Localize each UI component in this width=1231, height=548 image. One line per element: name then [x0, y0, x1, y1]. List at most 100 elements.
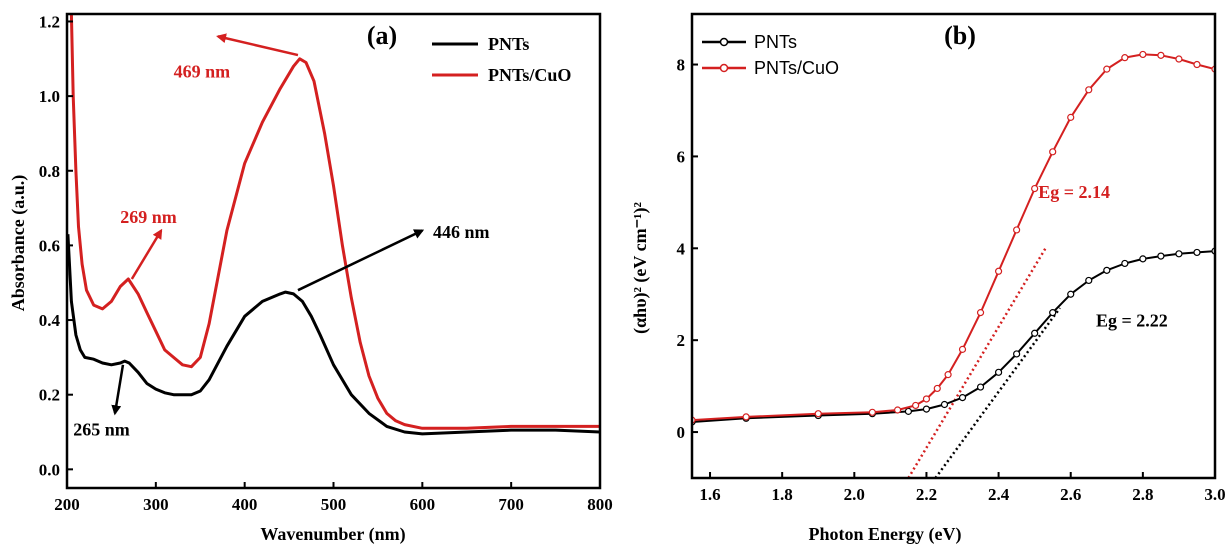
panel-b-ylabel: (αhυ)² (eV cm⁻¹)²	[630, 202, 651, 334]
data-point	[1139, 255, 1147, 263]
data-point	[1121, 259, 1129, 268]
annotation-label-0: 469 nm	[174, 61, 231, 81]
annotation-label-1: Eg = 2.22	[1096, 310, 1168, 330]
y-tick-label: 0.8	[39, 162, 60, 181]
x-tick-label: 800	[587, 495, 613, 514]
data-point	[958, 394, 967, 402]
data-point	[994, 368, 1003, 376]
data-point	[904, 407, 913, 415]
data-point	[1157, 252, 1165, 260]
y-tick-label: 2	[677, 331, 686, 350]
x-tick-label: 2.0	[844, 485, 865, 504]
data-point	[976, 383, 985, 391]
panel-a-plot-frame	[65, 12, 602, 490]
x-tick-label: 2.6	[1060, 485, 1081, 504]
annotation-label-1: 269 nm	[120, 207, 177, 227]
y-tick-label: 0.4	[39, 311, 61, 330]
y-tick-label: 0.0	[39, 460, 60, 479]
x-tick-label: 600	[410, 495, 436, 514]
data-point	[958, 345, 967, 353]
y-tick-label: 8	[677, 56, 686, 75]
x-tick-label: 200	[54, 495, 80, 514]
annotation-arrow-0	[216, 33, 299, 57]
data-point	[1175, 55, 1183, 63]
data-point	[1013, 226, 1021, 234]
legend-b-label-cuo: PNTs/CuO	[754, 58, 839, 78]
data-point	[940, 400, 949, 409]
data-point	[912, 401, 920, 410]
data-point	[1193, 248, 1201, 257]
data-point	[944, 371, 952, 379]
data-point	[976, 309, 985, 317]
panel-a-label: (a)	[367, 21, 397, 50]
panel-a-xlabel: Wavenumber (nm)	[260, 524, 405, 545]
data-point	[1103, 266, 1111, 274]
annotation-arrow-3	[111, 364, 125, 416]
data-point	[868, 408, 876, 416]
data-point	[1085, 86, 1093, 94]
data-point	[1049, 148, 1057, 156]
data-point	[1031, 329, 1039, 337]
data-point	[1121, 54, 1129, 62]
x-tick-label: 1.8	[772, 485, 793, 504]
panel-a-ylabel: Absorbance (a.u.)	[8, 175, 29, 312]
series-line-0	[692, 250, 1215, 423]
annotation-label-3: 265 nm	[73, 420, 130, 440]
data-point	[1067, 113, 1075, 121]
data-point	[933, 384, 941, 393]
legend-b-marker-pnts	[719, 37, 729, 47]
data-point	[1103, 65, 1111, 73]
y-tick-label: 4	[677, 239, 686, 258]
data-point	[1139, 50, 1147, 59]
y-tick-label: 6	[677, 147, 686, 166]
annotation-arrow-1	[130, 228, 163, 280]
data-point	[922, 395, 931, 403]
data-point	[1067, 290, 1075, 298]
data-point	[742, 413, 750, 421]
data-point	[1031, 184, 1039, 193]
y-tick-label: 0	[677, 423, 686, 442]
annotation-label-0: Eg = 2.14	[1038, 182, 1110, 202]
x-tick-label: 700	[498, 495, 524, 514]
x-tick-label: 1.6	[699, 485, 720, 504]
legend-b-marker-cuo	[719, 63, 729, 73]
tangent-line-0	[907, 247, 1047, 478]
x-tick-label: 3.0	[1204, 485, 1225, 504]
x-tick-label: 2.8	[1132, 485, 1153, 504]
x-tick-label: 500	[321, 495, 347, 514]
y-tick-label: 0.6	[39, 236, 60, 255]
annotation-label-2: 446 nm	[433, 222, 490, 242]
y-tick-label: 1.0	[39, 87, 60, 106]
legend-a-label-cuo: PNTs/CuO	[488, 65, 571, 85]
series-line-1	[692, 53, 1215, 422]
x-tick-label: 400	[232, 495, 258, 514]
y-tick-label: 1.2	[39, 12, 60, 31]
data-point	[1175, 250, 1183, 258]
x-tick-label: 300	[143, 495, 169, 514]
data-point	[814, 410, 822, 418]
panel-a-legend: PNTs PNTs/CuO	[432, 34, 571, 85]
legend-a-label-pnts: PNTs	[488, 34, 529, 54]
series-line-0	[67, 234, 600, 436]
data-point	[1193, 60, 1201, 69]
data-point	[1013, 350, 1021, 358]
panel-a-chart: 469 nm 269 nm 446 nm 265 nm 200 300 400 500 600…	[8, 12, 613, 545]
y-tick-label: 0.2	[39, 386, 60, 405]
panel-b-chart: Eg = 2.14 Eg = 2.22 1.6 1.8 2.0 2.2 2.4 2.6 2.8…	[630, 12, 1226, 545]
data-point	[994, 267, 1003, 275]
annotation-arrow-2	[297, 229, 425, 292]
tangent-line-1	[934, 307, 1061, 478]
data-point	[1157, 51, 1165, 59]
panel-b-legend: PNTs PNTs/CuO	[702, 32, 839, 78]
series-line-1	[69, 14, 600, 430]
panel-b-label: (b)	[944, 21, 976, 50]
panel-b-xlabel: Photon Energy (eV)	[809, 524, 962, 545]
x-tick-label: 2.2	[916, 485, 937, 504]
data-point	[922, 405, 931, 413]
x-tick-label: 2.4	[988, 485, 1010, 504]
data-point	[893, 406, 902, 414]
data-point	[1085, 276, 1093, 285]
legend-b-label-pnts: PNTs	[754, 32, 797, 52]
data-point	[1049, 309, 1057, 317]
